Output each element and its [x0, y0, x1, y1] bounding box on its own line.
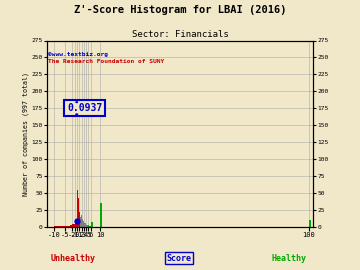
Bar [61, 226, 63, 227]
Bar [72, 224, 75, 227]
Bar [65, 226, 68, 227]
Text: Z'-Score Histogram for LBAI (2016): Z'-Score Histogram for LBAI (2016) [74, 5, 286, 15]
Text: Score: Score [166, 254, 192, 263]
Bar [77, 190, 78, 227]
Bar [100, 203, 102, 227]
Bar [78, 205, 79, 227]
Text: The Research Foundation of SUNY: The Research Foundation of SUNY [48, 59, 164, 65]
Bar [80, 217, 81, 227]
Text: Sector: Financials: Sector: Financials [132, 30, 228, 39]
Bar [75, 221, 77, 227]
Bar [89, 226, 90, 227]
Bar [88, 225, 89, 227]
Text: Unhealthy: Unhealthy [50, 254, 95, 263]
Bar [83, 221, 84, 227]
Bar [309, 220, 311, 227]
Bar [68, 226, 70, 227]
Bar [84, 222, 85, 227]
Text: Healthy: Healthy [271, 254, 306, 263]
Bar [90, 226, 91, 227]
Text: 0.0937: 0.0937 [67, 103, 103, 113]
Text: ©www.textbiz.org: ©www.textbiz.org [48, 52, 108, 57]
Bar [91, 222, 93, 227]
Bar [79, 212, 80, 227]
Bar [81, 215, 82, 227]
Bar [85, 223, 86, 227]
Y-axis label: Number of companies (997 total): Number of companies (997 total) [22, 72, 28, 196]
Bar [63, 226, 65, 227]
Bar [87, 225, 88, 227]
Bar [82, 219, 83, 227]
Bar [70, 225, 72, 227]
Bar [86, 225, 87, 227]
